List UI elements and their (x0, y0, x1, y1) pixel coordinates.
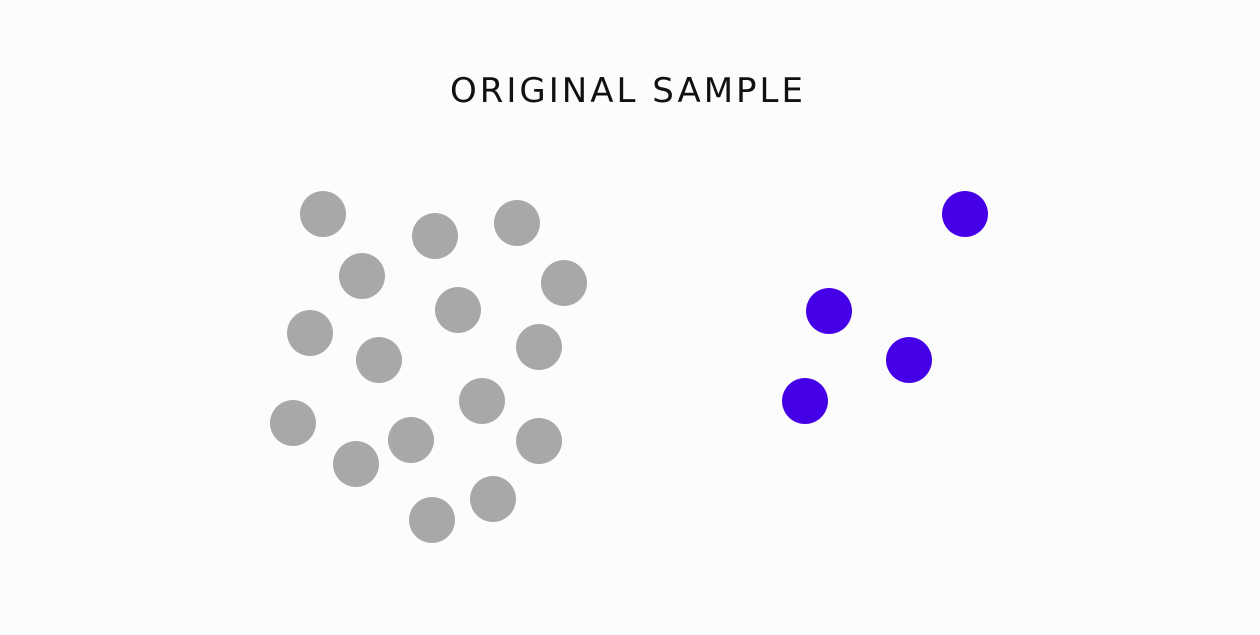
gray-dots (270, 191, 587, 543)
blue-dot (942, 191, 988, 237)
blue-dot (782, 378, 828, 424)
gray-dot (356, 337, 402, 383)
gray-dot (459, 378, 505, 424)
blue-dots (782, 191, 988, 424)
gray-dot (516, 324, 562, 370)
gray-dot (388, 417, 434, 463)
gray-dot (287, 310, 333, 356)
gray-dot (409, 497, 455, 543)
gray-dot (470, 476, 516, 522)
gray-dot (516, 418, 562, 464)
gray-dot (300, 191, 346, 237)
blue-dot (806, 288, 852, 334)
gray-dot (494, 200, 540, 246)
blue-dot (886, 337, 932, 383)
gray-dot (333, 441, 379, 487)
gray-dot (339, 253, 385, 299)
title: ORIGINAL SAMPLE (450, 71, 806, 111)
gray-dot (541, 260, 587, 306)
gray-dot (270, 400, 316, 446)
gray-dot (435, 287, 481, 333)
gray-dot (412, 213, 458, 259)
